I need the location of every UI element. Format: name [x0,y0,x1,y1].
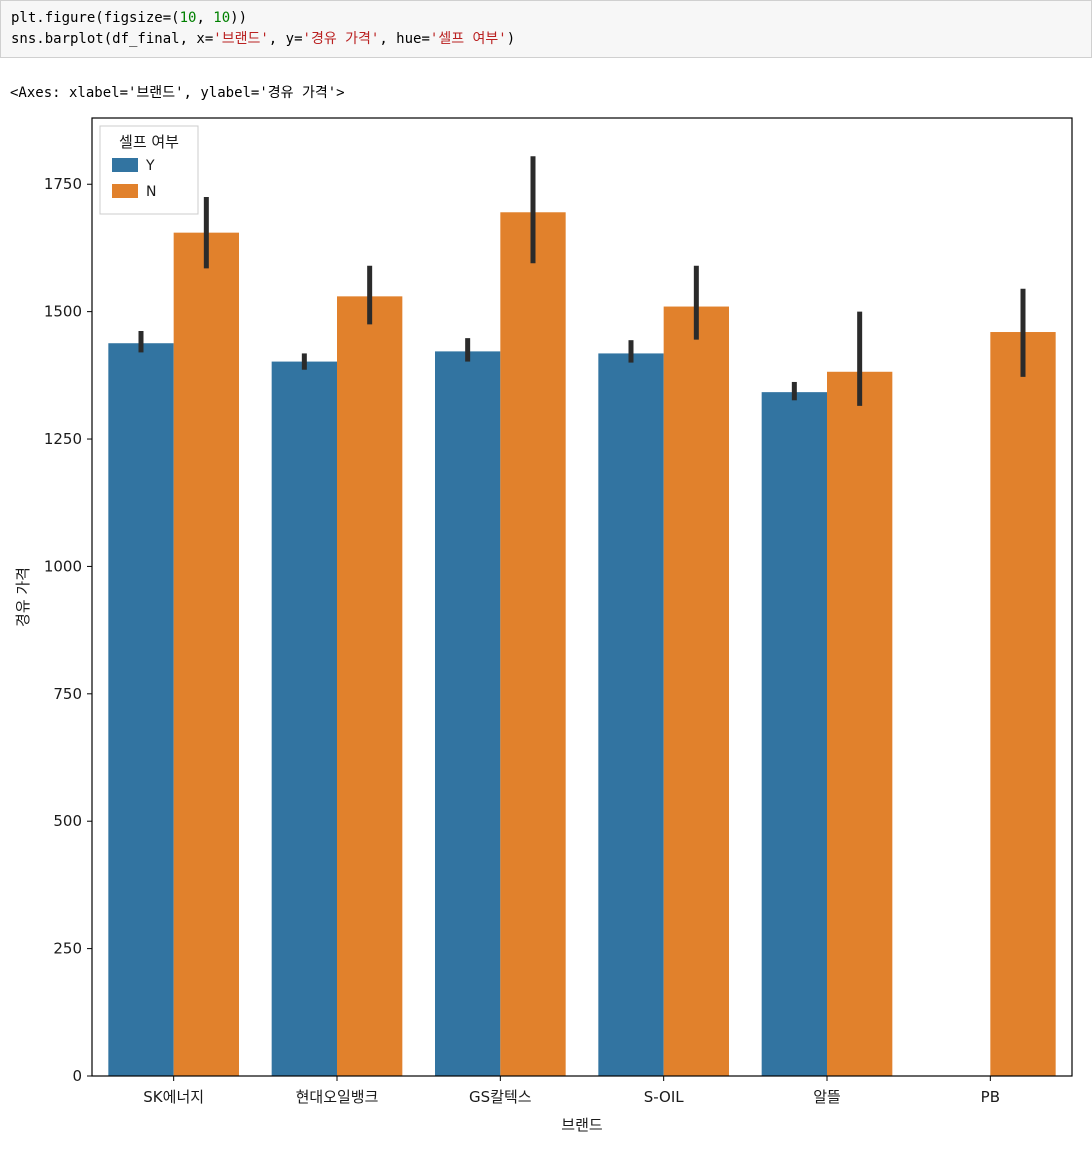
y-tick-label: 0 [72,1067,82,1085]
bar-y-0 [108,343,174,1076]
x-tick-label: S-OIL [644,1088,685,1106]
axes-frame [91,117,1073,1077]
legend-label-y: Y [145,158,155,174]
bar-n-3 [663,306,729,1076]
bar-n-1 [337,296,403,1076]
x-tick-label: SK에너지 [143,1088,204,1106]
y-tick-label: 1250 [44,430,82,448]
y-tick-label: 1000 [44,557,82,575]
x-tick-label: GS칼텍스 [469,1088,532,1106]
legend-title: 셀프 여부 [119,133,179,151]
code-cell[interactable]: plt.figure(figsize=(10, 10)) sns.barplot(… [0,0,1092,58]
y-tick-label: 1500 [44,303,82,321]
bar-n-2 [500,212,566,1077]
bar-n-4 [827,371,893,1077]
bar-n-0 [173,232,239,1076]
code-line: sns.barplot(df_final, x='브랜드', y='경유 가격'… [11,31,516,47]
code-line: plt.figure(figsize=(10, 10)) [11,10,248,26]
bar-y-2 [435,351,501,1076]
bar-y-1 [271,361,337,1076]
y-tick-label: 750 [53,685,82,703]
x-tick-label: PB [981,1088,1000,1106]
axes-repr-output: <Axes: xlabel='브랜드', ylabel='경유 가격'> [10,85,345,101]
legend-swatch-n [112,184,138,198]
bar-y-4 [761,392,827,1076]
bar-chart: 0 250 500 750 1000 1250 1500 1750 SK에너지 현대오일뱅크 GS칼… [14,117,1073,1134]
bar-y-3 [598,353,664,1076]
figure-output: 0 250 500 750 1000 1250 1500 1750 SK에너지 현대오일뱅크 GS칼… [10,114,1092,1146]
legend-swatch-y [112,158,138,172]
x-tick-label: 알뜰 [813,1088,841,1106]
x-tick-label: 현대오일뱅크 [296,1088,379,1106]
bar-n-5 [990,332,1056,1077]
y-tick-label: 500 [53,812,82,830]
x-axis-label: 브랜드 [561,1116,603,1134]
y-tick-label: 1750 [44,175,82,193]
y-axis-label: 경유 가격 [14,567,32,627]
y-tick-label: 250 [53,940,82,958]
code-lines: plt.figure(figsize=(10, 10)) sns.barplot(… [11,8,1081,50]
plot-area [92,118,1072,1076]
legend-label-n: N [146,184,156,200]
